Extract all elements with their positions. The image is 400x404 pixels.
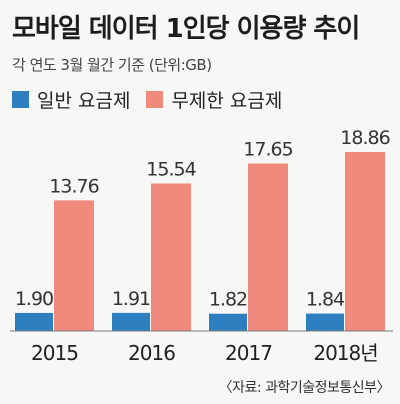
legend-item-unlimited: 무제한 요금제 (146, 86, 282, 113)
x-tick-label: 2016 (128, 341, 175, 365)
legend-label-unlimited: 무제한 요금제 (171, 90, 283, 112)
value-label-general: 1.84 (306, 289, 345, 311)
value-label-general: 1.82 (209, 289, 247, 311)
bar-general (15, 312, 53, 331)
bar-general (306, 313, 344, 331)
chart-title: 모바일 데이터 1인당 이용량 추이 (12, 14, 360, 44)
chart-subtitle: 각 연도 3월 월간 기준 (단위:GB) (12, 56, 212, 74)
legend-swatch-unlimited (146, 91, 164, 108)
source-note: 〈자료: 과학기술정보통신부〉 (218, 380, 391, 396)
bar-general (209, 313, 247, 331)
bar-group: 1.90 13.76 2015 (15, 175, 100, 365)
bar-group: 1.84 18.86 2018년 (306, 127, 391, 365)
value-label-unlimited: 15.54 (146, 159, 196, 181)
bar-general (112, 312, 150, 331)
legend-item-general: 일반 요금제 (12, 86, 130, 113)
bar-unlimited (54, 200, 94, 331)
x-tick-label: 2015 (31, 341, 78, 365)
value-label-general: 1.90 (15, 288, 53, 310)
legend-swatch-general (12, 91, 29, 108)
x-tick-label: 2017 (225, 341, 272, 365)
value-label-unlimited: 13.76 (49, 175, 98, 197)
bar-unlimited (345, 152, 385, 331)
value-label-unlimited: 17.65 (243, 138, 292, 160)
x-tick-label: 2018년 (313, 341, 377, 365)
legend-label-general: 일반 요금제 (37, 90, 131, 112)
bar-group: 1.82 17.65 2017 (209, 138, 294, 365)
value-label-unlimited: 18.86 (340, 127, 389, 149)
value-label-general: 1.91 (112, 288, 150, 310)
bar-unlimited (151, 183, 191, 331)
legend: 일반 요금제 무제한 요금제 (12, 86, 298, 113)
bar-unlimited (248, 163, 288, 331)
bar-group: 1.91 15.54 2016 (112, 159, 198, 365)
